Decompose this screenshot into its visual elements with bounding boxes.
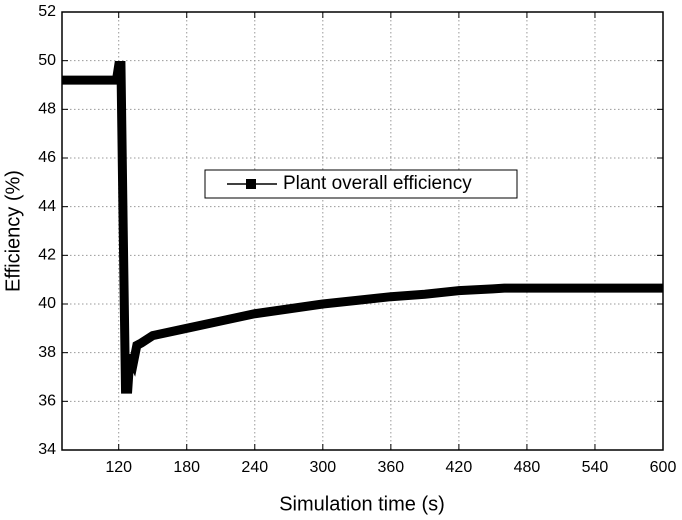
y-tick-label: 44	[38, 198, 56, 215]
legend-label: Plant overall efficiency	[283, 173, 472, 194]
plot-frame	[61, 11, 664, 451]
y-tick-label: 36	[38, 393, 56, 410]
x-tick-label: 180	[173, 459, 200, 476]
x-tick-label: 540	[582, 459, 609, 476]
y-tick-label: 42	[38, 247, 56, 264]
x-tick-label: 480	[514, 459, 541, 476]
y-tick-label: 46	[38, 149, 56, 166]
x-tick-label: 120	[105, 459, 132, 476]
y-tick-label: 40	[38, 295, 56, 312]
y-tick-label: 34	[38, 441, 56, 458]
x-tick-label: 420	[446, 459, 473, 476]
y-tick-label: 50	[38, 52, 56, 69]
x-axis-label: Simulation time (s)	[279, 493, 445, 515]
y-tick-label: 48	[38, 101, 56, 118]
y-tick-label: 38	[38, 344, 56, 361]
y-tick-label: 52	[38, 3, 56, 20]
x-tick-label: 300	[309, 459, 336, 476]
x-tick-label: 600	[650, 459, 677, 476]
y-axis-label: Efficiency (%)	[2, 170, 24, 292]
x-tick-label: 240	[241, 459, 268, 476]
x-tick-label: 360	[377, 459, 404, 476]
data-line	[62, 61, 663, 394]
legend-marker	[246, 179, 256, 189]
